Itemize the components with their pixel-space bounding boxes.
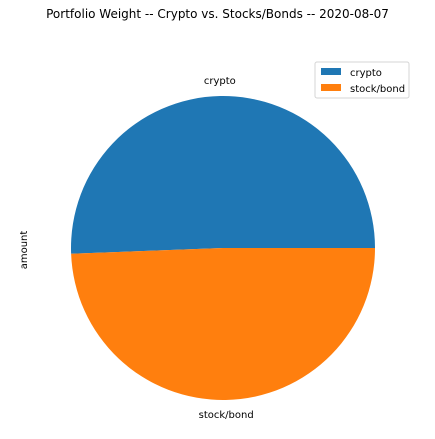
pie-slice-crypto xyxy=(71,96,375,254)
legend-swatch-crypto xyxy=(321,68,341,75)
slice-label-stock-bond: stock/bond xyxy=(199,410,254,421)
pie-slices xyxy=(71,96,375,401)
slice-label-crypto: crypto xyxy=(204,76,236,87)
y-axis-label: amount xyxy=(19,231,30,270)
legend-swatch-stock-bond xyxy=(321,84,341,91)
chart-title: Portfolio Weight -- Crypto vs. Stocks/Bo… xyxy=(46,7,389,21)
slice-labels: crypto stock/bond xyxy=(199,76,254,421)
legend-label-stock-bond: stock/bond xyxy=(350,84,405,95)
legend: crypto stock/bond xyxy=(314,61,410,99)
pie-slice-stock-bond xyxy=(71,248,375,401)
legend-label-crypto: crypto xyxy=(350,68,382,79)
